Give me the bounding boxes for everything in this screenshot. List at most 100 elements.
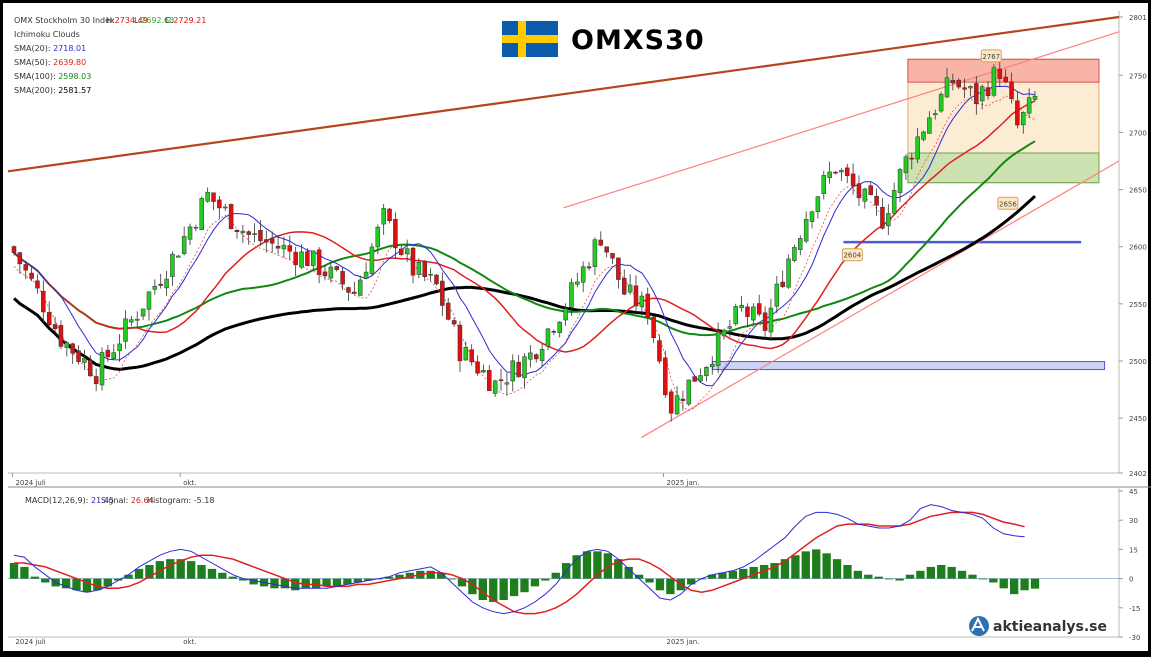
macd-histogram-bar	[176, 559, 185, 579]
candle-body	[891, 190, 897, 214]
candle-body	[387, 208, 392, 222]
candle-body	[311, 250, 316, 266]
candle-body	[727, 326, 733, 329]
candle-body	[140, 308, 146, 317]
candle-body	[657, 340, 662, 362]
macd-histogram-bar	[166, 559, 175, 579]
candle-body	[921, 131, 926, 140]
candle-body	[821, 175, 827, 194]
macd-histogram-bar	[426, 570, 435, 579]
candle-body	[123, 318, 128, 342]
candle-body	[792, 247, 797, 261]
candle-body	[105, 349, 111, 358]
macd-histogram-bar	[634, 574, 644, 579]
candle-body	[88, 360, 93, 377]
candle-body	[1021, 112, 1026, 126]
candle-body	[93, 376, 99, 385]
trendline	[563, 31, 1120, 209]
candle-body	[1015, 100, 1020, 126]
macd-histogram-bar	[718, 572, 727, 579]
candle-body	[70, 343, 75, 354]
candle-body	[246, 231, 251, 235]
candle-body	[803, 219, 809, 242]
candle-body	[627, 284, 633, 293]
candle-body	[158, 283, 163, 286]
candle-body	[686, 379, 692, 405]
candle-body	[586, 266, 592, 269]
candle-body	[663, 357, 668, 396]
candle-body	[199, 198, 205, 230]
candle-body	[616, 257, 621, 280]
candle-body	[416, 261, 422, 275]
candle-body	[569, 282, 574, 308]
candle-body	[334, 266, 339, 270]
y-tick-label: 2600	[1129, 244, 1147, 252]
candle-body	[234, 229, 240, 232]
macd-x-tick-label: 2024 juli	[15, 638, 45, 646]
macd-histogram-bar	[239, 578, 248, 581]
resistance-zone	[907, 58, 1100, 83]
macd-histogram-bar	[864, 574, 873, 579]
macd-histogram-bar	[687, 578, 696, 585]
macd-histogram-bar	[603, 553, 613, 579]
macd-histogram-bar	[812, 549, 821, 579]
candle-body	[393, 219, 398, 249]
candle-body	[434, 274, 439, 285]
candle-body	[968, 86, 973, 89]
candle-body	[322, 271, 328, 277]
candle-body	[211, 192, 216, 202]
sweden-flag-icon	[502, 21, 558, 57]
candle-body	[275, 245, 281, 249]
candle-body	[252, 233, 257, 235]
macd-histogram-bar	[186, 561, 196, 579]
support-zone	[907, 152, 1100, 184]
macd-histogram-bar	[270, 578, 279, 589]
candle-body	[622, 277, 627, 295]
candle-body	[404, 248, 410, 255]
legend-sma200: SMA(200): 2581.57	[14, 86, 91, 95]
y-tick-label: 2550	[1129, 301, 1147, 309]
macd-line	[13, 504, 1025, 615]
macd-histogram-bar	[905, 574, 915, 579]
candle-body	[704, 366, 709, 376]
macd-histogram-bar	[989, 578, 998, 583]
candle-body	[457, 324, 463, 362]
macd-histogram-bar	[61, 578, 71, 589]
candle-body	[698, 375, 703, 382]
candle-body	[381, 208, 386, 225]
candle-body	[99, 352, 105, 386]
macd-histogram-bar	[30, 576, 40, 579]
macd-histogram-bar	[937, 564, 946, 579]
annotation-badge	[841, 248, 863, 262]
macd-histogram-bar	[916, 570, 925, 579]
candle-body	[751, 306, 756, 321]
candle-body	[58, 325, 64, 347]
macd-histogram-bar	[280, 578, 290, 589]
candle-body	[41, 290, 46, 313]
candle-body	[287, 245, 293, 252]
candle-body	[809, 211, 815, 222]
x-tick-label: 2025 jan.	[666, 479, 699, 487]
macd-histogram-bar	[291, 578, 300, 591]
candle-body	[833, 171, 838, 174]
candle-body	[146, 291, 152, 310]
candle-body	[850, 173, 856, 187]
candle-body	[410, 247, 416, 276]
legend-index-name: OMX Stockholm 30 Index	[14, 16, 115, 25]
macd-histogram-bar	[739, 568, 748, 579]
candle-body	[974, 83, 979, 105]
candle-body	[504, 382, 510, 385]
candle-body	[592, 239, 598, 267]
macd-histogram-bar	[384, 576, 394, 579]
signal-label: Signal: 26.64	[101, 496, 154, 505]
candle-body	[134, 318, 140, 321]
candle-body	[299, 251, 304, 268]
candle-body	[46, 312, 52, 326]
candle-body	[645, 293, 650, 319]
candle-body	[962, 87, 967, 90]
macd-histogram-bar	[843, 564, 852, 579]
candle-body	[445, 302, 451, 320]
macd-histogram-bar	[457, 578, 467, 587]
candle-body	[915, 136, 920, 160]
macd-histogram-bar	[499, 578, 508, 601]
